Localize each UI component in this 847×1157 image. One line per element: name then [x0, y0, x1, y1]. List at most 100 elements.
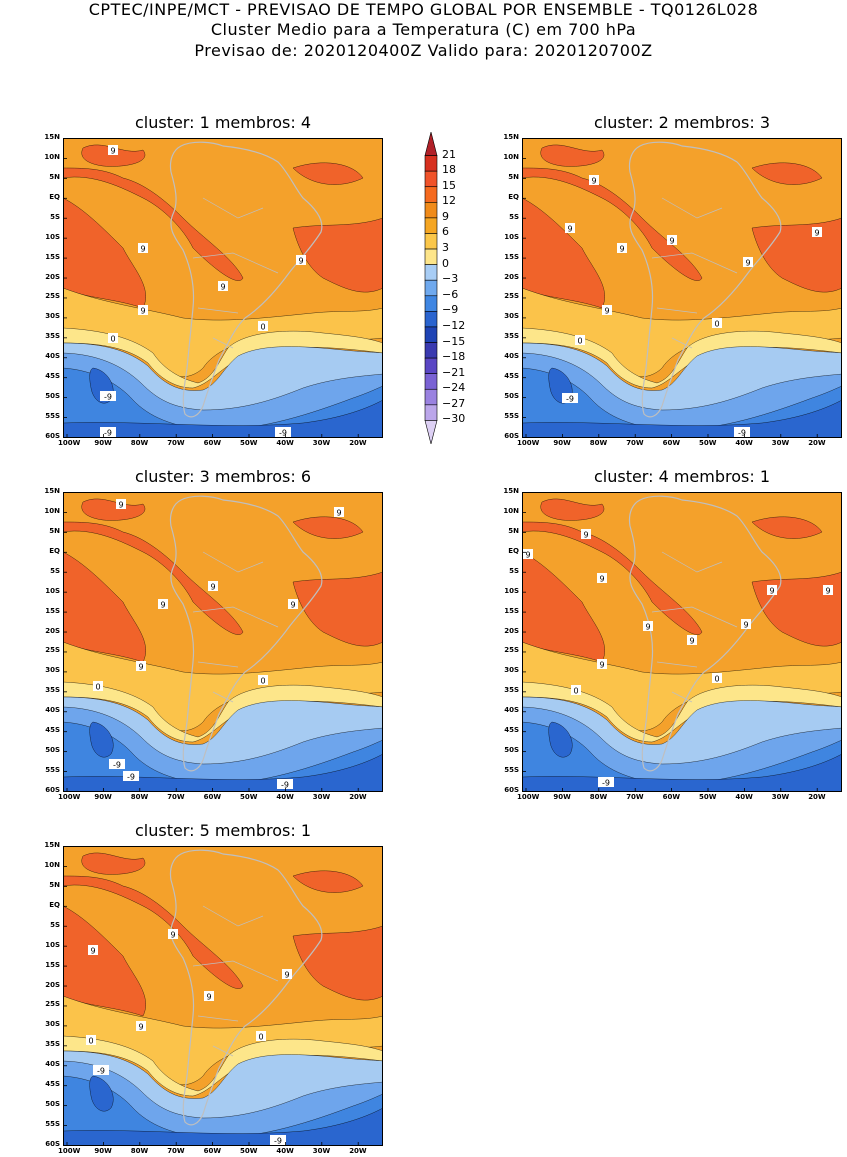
lon-tick-label: 60W: [662, 793, 681, 801]
colorbar-tick-label: 6: [442, 225, 449, 239]
lon-tick-label: 30W: [771, 439, 790, 447]
band-pale: [522, 327, 842, 389]
contour-label: 9: [667, 235, 677, 246]
contour-label: -9: [734, 427, 750, 438]
contour-label-bg: [823, 585, 833, 595]
lon-tick-label: 80W: [589, 793, 608, 801]
contour-label-bg: [258, 321, 268, 331]
lon-tick-label: 30W: [771, 793, 790, 801]
contour-label: 9: [136, 661, 146, 672]
continent-outline: [628, 141, 782, 418]
lon-tick-label: 70W: [626, 793, 644, 801]
country-borders: [651, 197, 738, 349]
lat-tick-label: 5N: [49, 526, 60, 535]
contour-label: 9: [138, 305, 148, 316]
lat-tick-label: 30S: [504, 312, 519, 321]
contour-label-text: 9: [284, 971, 289, 980]
contour-label-text: 0: [88, 1037, 93, 1046]
lat-tick-label: 15N: [503, 133, 519, 141]
colorbar-tick-label: −3: [442, 272, 459, 286]
colorbar-tick-label: −9: [442, 303, 459, 317]
contour-label-text: -9: [281, 781, 289, 790]
lon-tick-label: 40W: [735, 439, 753, 447]
colorbar-tick-label: −18: [442, 350, 466, 364]
contour-label-bg: [168, 929, 178, 939]
lat-tick-label: 5N: [508, 526, 519, 535]
colorbar-segment: [424, 279, 438, 297]
lat-tick-label: 50S: [45, 746, 60, 755]
colorbar-segment: [424, 233, 438, 250]
contour-label-text: 0: [110, 335, 115, 344]
colorbar-segment: [424, 217, 438, 234]
lat-tick-label: 25S: [504, 646, 519, 655]
panel-title-cluster-1: cluster: 1 membros: 4: [134, 113, 312, 132]
lat-tick-label: 55S: [504, 412, 519, 421]
contour-label-bg: [667, 235, 677, 245]
band-pale: [63, 681, 383, 743]
contour-label: 0: [712, 318, 722, 329]
contour-label-text: 9: [743, 621, 748, 630]
band-warm-dark-north: [522, 144, 703, 309]
contour-label-bg: [116, 499, 126, 509]
contour-label: 9: [282, 969, 292, 980]
lon-tick-label: 20W: [349, 439, 367, 447]
contour-label-text: 9: [160, 601, 165, 610]
lon-tick-label: 80W: [130, 1147, 149, 1155]
contour-label: 0: [712, 673, 722, 684]
contour-label-text: 0: [573, 687, 578, 696]
colorbar-segment: [424, 326, 438, 343]
lat-tick-label: 30S: [45, 1020, 60, 1029]
lat-tick-label: 10S: [45, 940, 60, 949]
contour-label-text: -9: [97, 1067, 105, 1076]
contour-label: 0: [258, 675, 268, 686]
lat-tick-label: 60S: [504, 431, 519, 440]
contour-label: 9: [741, 619, 751, 630]
contour-label-text: 9: [290, 601, 295, 610]
lat-tick-label: 35S: [504, 686, 519, 695]
lon-tick-label: 90W: [553, 439, 571, 447]
contour-label-bg: [88, 945, 98, 955]
contour-label: -9: [275, 427, 291, 438]
contour-label-text: 0: [714, 675, 719, 684]
contour-label: -9: [277, 779, 293, 790]
contour-label-text: -9: [566, 395, 574, 404]
contour-label-text: 9: [170, 931, 175, 940]
contour-label: 0: [575, 335, 585, 346]
band-cold-dark: [63, 367, 383, 438]
contour-label-text: 0: [577, 337, 582, 346]
lat-tick-label: 15S: [504, 252, 519, 261]
contour-label-text: 9: [210, 583, 215, 592]
lon-tick-label: 70W: [167, 439, 185, 447]
contour-label-bg: [743, 257, 753, 267]
lat-tick-label: 45S: [504, 372, 519, 381]
contour-label-bg: [258, 675, 268, 685]
contour-label: 9: [136, 1021, 146, 1032]
lon-tick-label: 60W: [662, 439, 681, 447]
contour-label-bg: [208, 581, 218, 591]
lon-tick-label: 70W: [167, 793, 185, 801]
contour-label: 9: [581, 529, 591, 540]
lon-tick-label: 40W: [276, 1147, 294, 1155]
contour-label-bg: [741, 619, 751, 629]
lat-tick-label: 40S: [45, 1060, 60, 1069]
contour-label-text: -9: [279, 429, 287, 438]
lon-tick-label: 80W: [130, 439, 149, 447]
contour-label-bg: [136, 1021, 146, 1031]
colorbar-segment: [424, 388, 438, 406]
colorbar-segment: [424, 420, 438, 444]
contour-label-text: 9: [220, 283, 225, 292]
contour-label-text: 9: [90, 947, 95, 956]
colorbar-segment: [424, 248, 438, 265]
lat-tick-label: 20S: [45, 626, 60, 635]
lon-tick-label: 100W: [58, 439, 81, 447]
colorbar-tick-label: 18: [442, 163, 456, 177]
continent-outline: [628, 495, 782, 772]
contour-label: 9: [88, 945, 98, 956]
lat-tick-label: 45S: [45, 1080, 60, 1089]
map-cluster-1: 9 9 9 9 9 0 0 -9 -9 -9: [63, 138, 383, 438]
forecast-dates: Previsao de: 2020120400Z Valido para: 20…: [194, 41, 653, 60]
contour-label-text: 9: [599, 575, 604, 584]
map-frame: [522, 138, 842, 438]
contour-label-text: -9: [104, 393, 112, 402]
lat-tick-label: 50S: [504, 392, 519, 401]
